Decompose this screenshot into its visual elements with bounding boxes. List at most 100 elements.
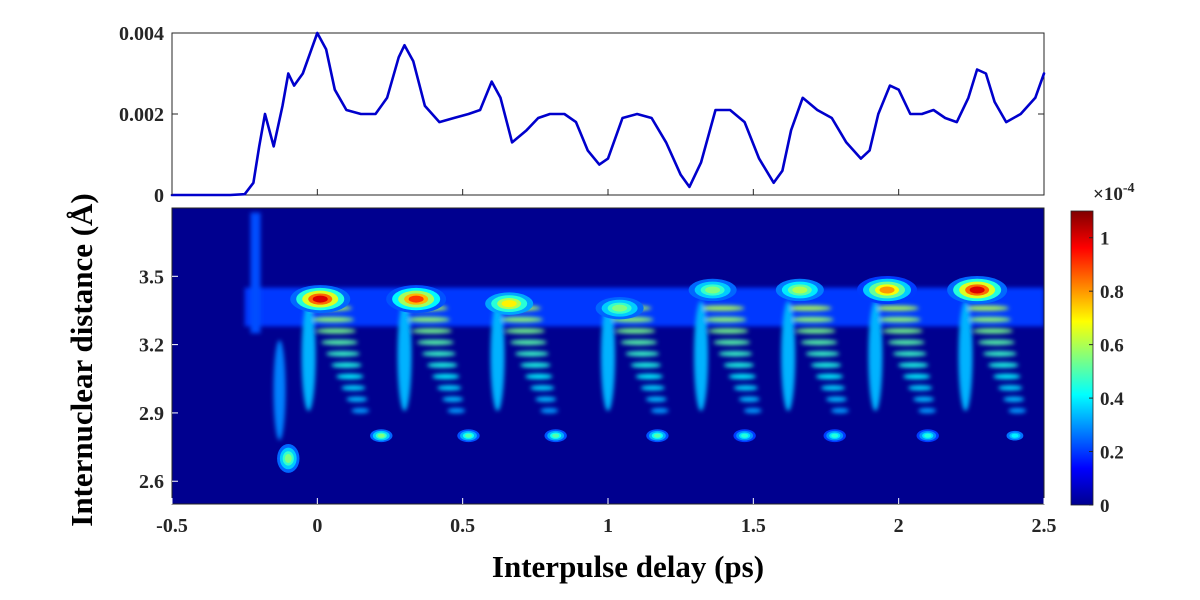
heatmap-peak-contour xyxy=(408,295,424,303)
heatmap-streak xyxy=(397,301,412,411)
colorbar-tick-label: 0.4 xyxy=(1100,389,1124,410)
colorbar-tick-label: 0.2 xyxy=(1100,443,1124,464)
heatmap-streak xyxy=(972,328,1013,334)
colorbar-exponent-power: -4 xyxy=(1123,181,1135,196)
heatmap-streak xyxy=(897,362,929,368)
heatmap-band xyxy=(250,212,261,334)
heatmap-streak xyxy=(540,408,559,414)
heatmap-streak xyxy=(625,351,660,357)
heatmap-peak-contour xyxy=(969,286,985,294)
heatmap-streak xyxy=(790,316,834,323)
top-plot-area xyxy=(171,32,1045,196)
heatmap-streak xyxy=(645,396,667,402)
heatmap-streak xyxy=(820,385,846,391)
heatmap-peak xyxy=(595,296,644,320)
x-tick-label: 2.5 xyxy=(1032,515,1057,537)
y-tick-label: 2.6 xyxy=(139,471,164,493)
heatmap-streak xyxy=(877,316,921,323)
heatmap-streak xyxy=(831,408,849,414)
y-tick-label: 2.9 xyxy=(139,403,164,425)
heatmap-streak xyxy=(718,351,753,357)
x-tick-label: 0.5 xyxy=(450,515,475,537)
y-tick-label: 3.2 xyxy=(139,335,164,357)
heatmap-peak xyxy=(1006,430,1024,441)
colorbar-tick-label: 0.6 xyxy=(1100,336,1124,357)
colorbar-exponent: ×10-4 xyxy=(1093,181,1135,205)
top-panel: 0.004 0.002 0 xyxy=(119,23,1046,207)
colorbar-tick-label: 0.8 xyxy=(1100,282,1124,303)
heatmap-streak xyxy=(504,328,545,334)
heatmap-streak xyxy=(743,408,762,414)
heatmap-peak-contour xyxy=(705,286,721,294)
heatmap-streak xyxy=(872,305,920,311)
heatmap-streak xyxy=(892,351,927,357)
heatmap-peak xyxy=(485,292,534,315)
heatmap-streak xyxy=(958,301,973,411)
heatmap-streak xyxy=(336,373,364,380)
heatmap-streak xyxy=(733,385,758,391)
y-axis-label: Internuclear distance (Å) xyxy=(64,193,99,527)
heatmap-streak xyxy=(810,362,842,368)
heatmap-streak xyxy=(998,385,1023,391)
heatmap-streak xyxy=(781,301,796,411)
heatmap-peak xyxy=(733,429,756,443)
heatmap-streak xyxy=(698,305,745,311)
heatmap-streak xyxy=(708,328,749,334)
heatmap-streak xyxy=(728,373,756,380)
heatmap-peak-contour xyxy=(377,433,385,438)
heatmap-streak xyxy=(514,351,549,357)
heatmap-streak xyxy=(713,339,751,345)
colorbar-ticks: 1 0.8 0.6 0.4 0.2 0 xyxy=(1089,229,1124,517)
heatmap-peak xyxy=(277,444,300,473)
heatmap-peak xyxy=(457,429,480,443)
colorbar-exponent-base: ×10 xyxy=(1093,184,1123,205)
heatmap-streak xyxy=(703,316,747,323)
heatmap-peak xyxy=(544,429,567,443)
heatmap-streak xyxy=(499,316,544,323)
heatmap-streak xyxy=(411,328,452,334)
heatmap-peak xyxy=(775,278,824,302)
heatmap-streak xyxy=(437,385,462,391)
heatmap-streak xyxy=(535,396,557,402)
heatmap-streak xyxy=(805,351,840,357)
series-line xyxy=(170,31,1046,197)
heatmap-streak xyxy=(887,339,925,345)
heatmap-streak xyxy=(640,385,665,391)
heatmap-streak xyxy=(509,339,547,345)
heatmap-streak xyxy=(694,301,709,411)
heatmap-streak xyxy=(601,301,615,411)
top-y-tick-label: 0.004 xyxy=(119,23,164,45)
x-tick-label: -0.5 xyxy=(156,515,188,537)
heatmap-streak xyxy=(993,373,1021,380)
heatmap-streak xyxy=(635,373,663,380)
heatmap-streak xyxy=(1008,408,1027,414)
heatmap-peak xyxy=(646,429,669,443)
heatmap-peak-contour xyxy=(741,433,749,438)
colorbar-tick-label: 1 xyxy=(1100,229,1110,250)
heatmap-streak xyxy=(882,328,923,334)
heatmap-peak xyxy=(916,429,939,443)
heatmap-streak xyxy=(315,328,356,334)
heatmap-fans xyxy=(273,301,1027,441)
heatmap-streak xyxy=(351,408,370,414)
heatmap-peak-contour xyxy=(831,433,839,438)
heatmap-streak xyxy=(815,373,844,380)
bottom-y-ticks: 3.5 3.2 2.9 2.6 xyxy=(139,266,178,493)
heatmap-streak xyxy=(406,316,451,323)
heatmap-peak xyxy=(290,285,351,314)
x-ticks: -0.5 0 0.5 1 1.5 2 2.5 xyxy=(156,189,1057,537)
heatmap-peak-contour xyxy=(284,453,292,463)
heatmap-streak xyxy=(630,362,662,368)
heatmap-streak xyxy=(903,373,931,380)
x-tick-label: 2 xyxy=(894,515,904,537)
heatmap-streak xyxy=(785,305,832,311)
heatmap-streak xyxy=(525,373,553,380)
heatmap-peak-contour xyxy=(924,433,932,438)
heatmap-peak xyxy=(688,278,737,302)
heatmap-peak-contour xyxy=(552,433,560,438)
y-tick-label: 3.5 xyxy=(139,266,164,288)
heatmap-streak xyxy=(421,351,456,357)
heatmap-peak-contour xyxy=(312,295,328,303)
heatmap-streak xyxy=(427,362,458,368)
